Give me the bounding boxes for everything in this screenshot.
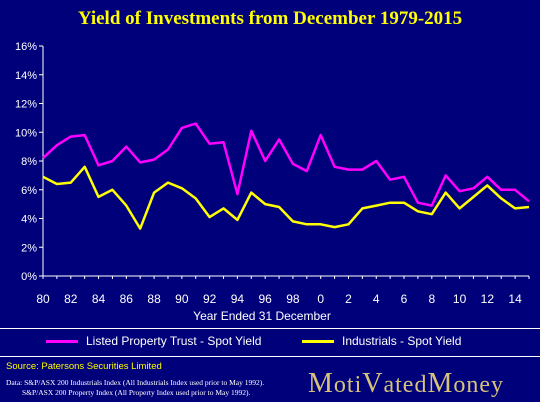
legend-swatch-industrials [302, 339, 334, 343]
axes: 0%2%4%6%8%10%12%14%16%80 82 84 86 88 90 92 94 96… [15, 41, 530, 306]
x-tick-label: 6 [401, 292, 408, 306]
y-tick-label: 10% [15, 127, 37, 139]
x-tick-label: 86 [120, 292, 134, 306]
legend-item-industrials: Industrials - Spot Yield [302, 334, 461, 348]
x-tick-label: 8 [428, 292, 435, 306]
x-tick-label: 2 [345, 292, 352, 306]
data-note-2: S&P/ASX 200 Property Index (All Property… [22, 388, 251, 397]
x-axis-label: Year Ended 31 December [193, 309, 331, 323]
x-tick-label: 82 [64, 292, 78, 306]
source-text: Source: Patersons Securities Limited [6, 361, 162, 372]
legend-label-industrials: Industrials - Spot Yield [342, 334, 462, 348]
y-tick-label: 2% [21, 242, 37, 254]
y-tick-label: 12% [15, 99, 37, 111]
x-tick-label: 10 [453, 292, 467, 306]
x-tick-label: 4 [373, 292, 380, 306]
x-tick-label: 0 [317, 292, 324, 306]
data-note-1: Data: S&P/ASX 200 Industrials Index (All… [6, 378, 265, 387]
y-tick-label: 4% [21, 214, 37, 226]
chart-title: Yield of Investments from December 1979-… [77, 8, 463, 29]
x-tick-label: 12 [481, 292, 495, 306]
series-line-industrials [42, 165, 530, 230]
legend-item-property: Listed Property Trust - Spot Yield [46, 334, 261, 348]
x-tick-label: 94 [231, 292, 245, 306]
series-line-property [42, 122, 530, 207]
legend-label-property: Listed Property Trust - Spot Yield [86, 334, 262, 348]
x-tick-label: 88 [147, 292, 161, 306]
x-tick-label: 96 [258, 292, 272, 306]
y-tick-label: 6% [21, 185, 37, 197]
y-tick-label: 8% [21, 156, 37, 168]
legend-divider-bottom [0, 356, 540, 357]
x-tick-label: 80 [36, 292, 50, 306]
legend-swatch-property [46, 339, 78, 343]
legend-divider-top [0, 328, 540, 329]
x-tick-label: 84 [92, 292, 106, 306]
x-tick-label: 14 [508, 292, 522, 306]
motivated-money-logo: MotiVatedMoney [308, 368, 505, 399]
x-tick-label: 90 [175, 292, 189, 306]
x-tick-label: 98 [286, 292, 300, 306]
series-lines [42, 122, 530, 230]
x-tick-label: 92 [203, 292, 217, 306]
y-tick-label: 16% [15, 41, 37, 53]
y-tick-label: 14% [15, 70, 37, 82]
y-tick-label: 0% [21, 271, 37, 283]
